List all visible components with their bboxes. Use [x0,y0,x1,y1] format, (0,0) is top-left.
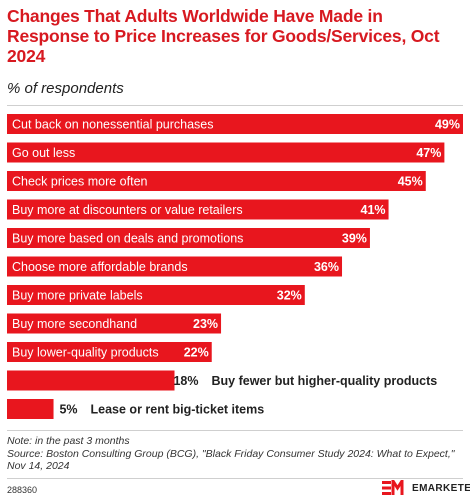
logo-text: EMARKETER [412,482,470,494]
bar-category-label: Cut back on nonessential purchases [12,118,214,132]
bar [7,342,212,362]
note-text: Note: in the past 3 months [7,435,130,447]
bar-value-label: 36% [314,260,339,274]
bar-category-label: Choose more affordable brands [12,260,188,274]
bar-category-label: Buy more at discounters or value retaile… [12,203,243,217]
bar [7,285,305,305]
bar-value-label: 5% [59,403,77,417]
footer-divider [7,478,463,479]
bar [7,199,389,220]
bar-row: Buy more private labels 32% [7,285,305,305]
bar-row: Buy more based on deals and promotions 39… [7,228,370,248]
chart-subtitle: % of respondents [7,80,124,97]
top-divider [7,105,463,106]
bar [7,114,463,134]
emarketer-logo: EMARKETER [382,480,470,496]
bar-row: Choose more affordable brands 36% [7,256,343,277]
chart-id: 288360 [7,485,38,495]
bar [7,256,343,277]
bar-value-label: 32% [277,289,302,303]
bar [7,171,426,191]
chart-title: Changes That Adults Worldwide Have Made … [7,6,440,66]
bar-category-label: Go out less [12,146,75,160]
bar-row: Lease or rent big-ticket items 5% [7,399,264,419]
bar-value-label: 23% [193,317,218,331]
bar-row: Buy more secondhand 23% [7,313,222,334]
bar-row: Go out less 47% [7,142,445,163]
bar-value-label: 18% [173,374,198,388]
bar-value-label: 22% [184,346,209,360]
source-text: Source: Boston Consulting Group (BCG), "… [7,447,455,473]
bar-category-label: Buy fewer but higher-quality products [212,374,438,388]
bar-category-label: Lease or rent big-ticket items [91,403,265,417]
bar-category-label: Buy more secondhand [12,317,137,331]
bar-row: Cut back on nonessential purchases 49% [7,114,463,134]
bar [7,228,370,248]
bar-value-label: 39% [342,232,367,246]
bar-category-label: Buy more based on deals and promotions [12,232,243,246]
bar-category-label: Buy more private labels [12,289,143,303]
bar-row: Buy more at discounters or value retaile… [7,199,389,220]
bar-chart: Cut back on nonessential purchases 49% Go … [7,114,463,419]
bar-value-label: 47% [416,146,441,160]
bottom-divider [7,430,463,431]
em-logo-icon [382,480,404,495]
bar-category-label: Check prices more often [12,175,148,189]
bar-category-label: Buy lower-quality products [12,346,159,360]
chart-notes: Note: in the past 3 months Source: Bosto… [7,435,463,473]
bar [7,142,445,163]
bar-value-label: 45% [398,175,423,189]
bar-row: Buy fewer but higher-quality products 18% [7,370,438,391]
bar-value-label: 49% [435,118,460,132]
bar [7,399,54,419]
bar-value-label: 41% [361,203,386,217]
bar [7,370,175,391]
bar [7,313,222,334]
bar-row: Check prices more often 45% [7,171,426,191]
bar-row: Buy lower-quality products 22% [7,342,212,362]
